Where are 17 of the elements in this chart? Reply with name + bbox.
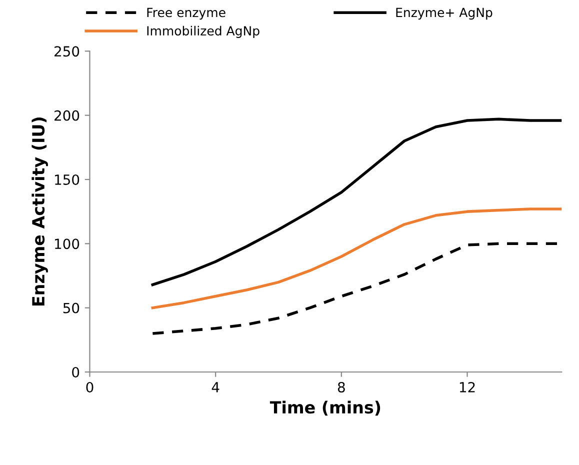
y-tick-label: 200 <box>54 110 80 121</box>
line-series <box>151 208 562 310</box>
legend-label: Enzyme+ AgNp <box>396 8 492 20</box>
y-tick-label: 0 <box>72 366 80 378</box>
x-tick-label: 4 <box>212 382 220 392</box>
y-tick-label: 50 <box>63 302 80 314</box>
y-tick-label: 250 <box>54 46 80 57</box>
x-tick-label: 0 <box>86 382 94 392</box>
legend-label: Immobilized AgNp <box>147 26 260 38</box>
line-series <box>151 118 562 286</box>
y-tick-label: 150 <box>55 174 80 185</box>
x-tick-label: 8 <box>338 382 345 392</box>
y-tick-label: 100 <box>55 238 80 250</box>
x-tick-label: 12 <box>460 382 475 392</box>
legend-label: Free enzyme <box>147 8 226 20</box>
y-axis-title: Enzyme Activity (IU) <box>32 118 48 306</box>
x-axis-title: Time (mins) <box>270 400 380 416</box>
